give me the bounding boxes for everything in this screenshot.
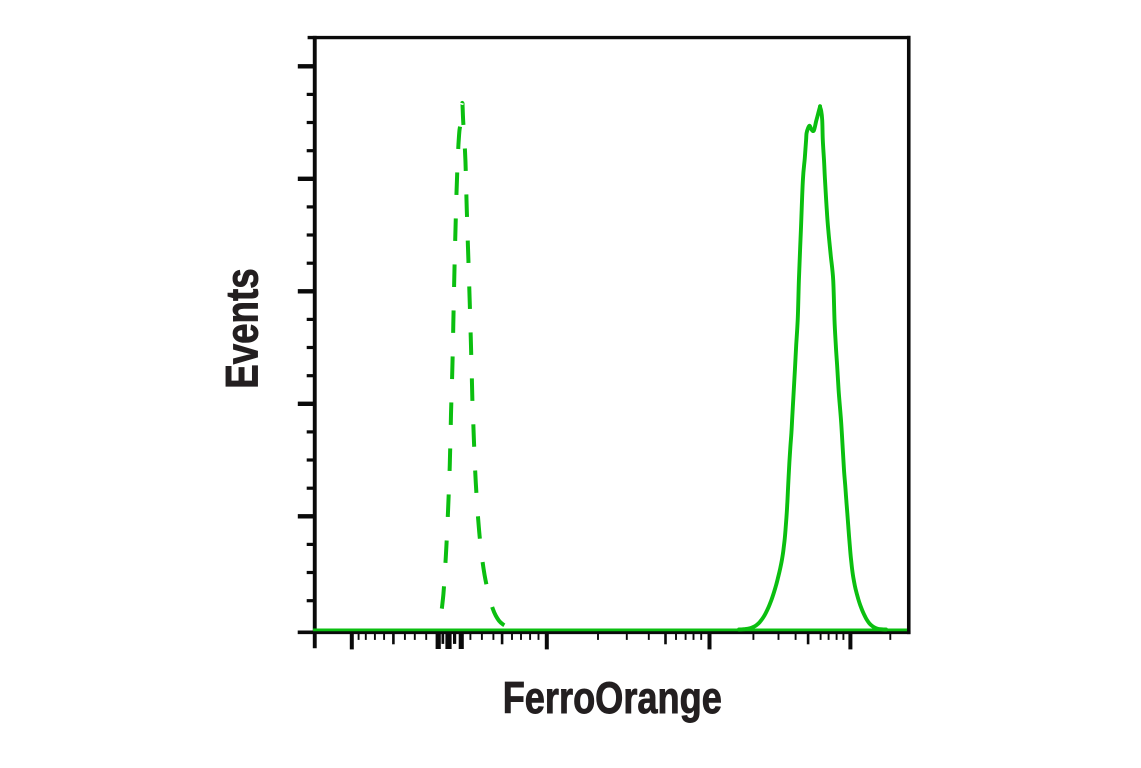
svg-text:FerroOrange: FerroOrange xyxy=(503,672,722,722)
svg-text:Events: Events xyxy=(217,268,268,388)
